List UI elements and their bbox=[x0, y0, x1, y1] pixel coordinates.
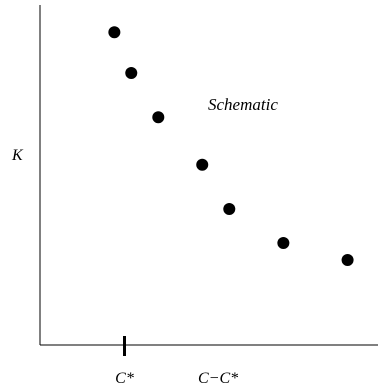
data-point-7 bbox=[341, 254, 354, 266]
data-point-6 bbox=[277, 237, 290, 249]
x-tick-label-1: C* bbox=[115, 370, 134, 387]
axes bbox=[39, 5, 378, 346]
data-points bbox=[108, 26, 354, 266]
data-point-3 bbox=[152, 111, 165, 124]
data-point-1 bbox=[108, 26, 121, 39]
y-axis-label: K bbox=[11, 147, 24, 164]
data-point-5 bbox=[223, 203, 236, 215]
data-point-2 bbox=[125, 67, 138, 79]
x-ticks: C* bbox=[115, 336, 134, 387]
chart-annotation: Schematic bbox=[208, 95, 278, 114]
data-point-4 bbox=[196, 158, 209, 171]
x-axis-label: C−C* bbox=[198, 370, 238, 387]
